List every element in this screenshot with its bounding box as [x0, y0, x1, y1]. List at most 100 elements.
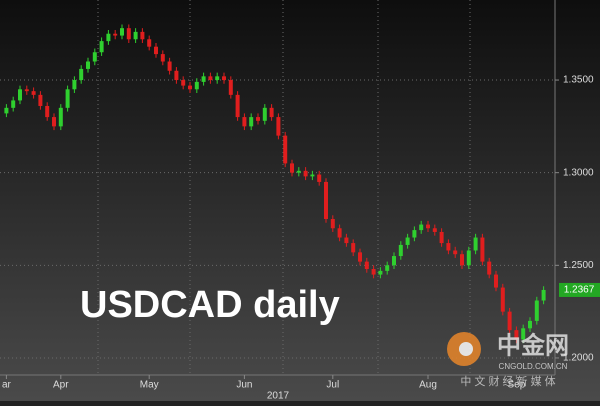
candle-body: [58, 107, 63, 127]
candle-body: [541, 289, 546, 301]
candle-body: [140, 31, 145, 40]
candle-body: [432, 228, 437, 232]
candle-body: [235, 94, 240, 118]
watermark-slogan: 中 文 财 经 新 媒 体: [460, 374, 555, 388]
candle-body: [99, 41, 104, 53]
x-tick-label: Jun: [236, 380, 252, 391]
candle-body: [242, 117, 247, 127]
candle-body: [160, 54, 165, 62]
candle-body: [120, 28, 124, 36]
candle-body: [337, 228, 342, 238]
candle-body: [392, 256, 396, 266]
candle-body: [405, 237, 410, 245]
x-tick-label: Aug: [419, 380, 437, 391]
candle-body: [65, 89, 70, 108]
candle-body: [426, 224, 430, 229]
candle-body: [494, 274, 498, 288]
candle-body: [24, 89, 29, 92]
candle-body: [500, 287, 505, 312]
candle-body: [222, 76, 226, 81]
candle-body: [534, 300, 539, 321]
candle-body: [385, 265, 390, 271]
candle-body: [419, 224, 424, 231]
candle-body: [439, 231, 444, 244]
candle-body: [269, 107, 274, 118]
candle-body: [201, 76, 206, 82]
candle-body: [351, 243, 356, 253]
candle-body: [324, 181, 328, 219]
x-axis-label: 2017: [267, 391, 290, 401]
candle-body: [317, 174, 322, 182]
candle-body: [290, 163, 294, 173]
watermark-name: 中金网: [497, 331, 569, 359]
candle-body: [4, 107, 9, 114]
candle-body: [514, 330, 519, 340]
candle-body: [215, 76, 220, 81]
candle-body: [487, 261, 492, 275]
watermark: 中金网 CNGOLD.COM.CN 中 文 财 经 新 媒 体: [447, 331, 569, 388]
candle-body: [412, 230, 417, 238]
x-tick-label: Apr: [53, 380, 69, 391]
candle-body: [358, 252, 362, 262]
candle-body: [45, 105, 50, 118]
candle-body: [283, 135, 288, 164]
candle-body: [167, 61, 172, 71]
x-tick-label: Sep: [508, 380, 526, 391]
annotation: USDCAD daily: [80, 284, 340, 326]
candle-body: [126, 28, 131, 40]
plot: 1.2000 1.2500 1.3000 1.3500 ar Apr May Jun Jul Au…: [0, 24, 600, 391]
candle-body: [303, 170, 308, 177]
candle-body: [398, 244, 403, 257]
candle-body: [296, 170, 301, 173]
candle-body: [480, 237, 485, 262]
candle-body: [194, 81, 199, 90]
last-price-box: [559, 282, 600, 297]
candle-body: [147, 39, 152, 47]
candle-body: [11, 100, 16, 108]
y-tick-label: 1.3000: [563, 167, 594, 178]
candle-body: [446, 243, 451, 251]
candle-body: [113, 33, 118, 36]
candle-body: [174, 70, 179, 81]
candle-body: [133, 31, 138, 40]
candle-body: [38, 94, 43, 106]
candle-body: [507, 311, 512, 331]
candle-body: [473, 237, 478, 251]
candle-body: [378, 270, 383, 275]
candle-body: [188, 85, 192, 90]
candle-body: [371, 269, 376, 275]
candle-body: [106, 33, 111, 42]
candle-body: [256, 117, 260, 121]
candle-body: [364, 261, 369, 270]
candle-body: [310, 174, 315, 177]
candle-body: [228, 80, 233, 95]
month-separators: [97, 0, 471, 375]
candle-body: [528, 320, 532, 329]
candle-body: [344, 237, 349, 244]
candle-body: [466, 250, 471, 266]
candle-body: [249, 117, 254, 127]
candle-body: [181, 80, 186, 86]
x-tick-label: May: [140, 380, 159, 391]
candle-body: [79, 68, 84, 81]
candle-body: [330, 218, 335, 229]
candle-body: [31, 91, 36, 95]
candle-body: [521, 328, 526, 340]
candle-body: [52, 117, 56, 127]
candle-body: [453, 250, 458, 255]
x-tick-label: Jul: [326, 380, 339, 391]
candle-body: [276, 117, 281, 136]
logo-inner: [459, 342, 473, 356]
candle-body: [208, 76, 213, 81]
last-price-label: 1.2367: [564, 285, 595, 296]
candle-body: [154, 46, 158, 55]
candle-body: [72, 80, 77, 90]
candle-body: [460, 254, 464, 266]
y-tick-label: 1.2000: [563, 353, 594, 364]
candle-body: [86, 61, 90, 69]
candle-body: [92, 52, 97, 62]
candle-body: [262, 107, 267, 121]
